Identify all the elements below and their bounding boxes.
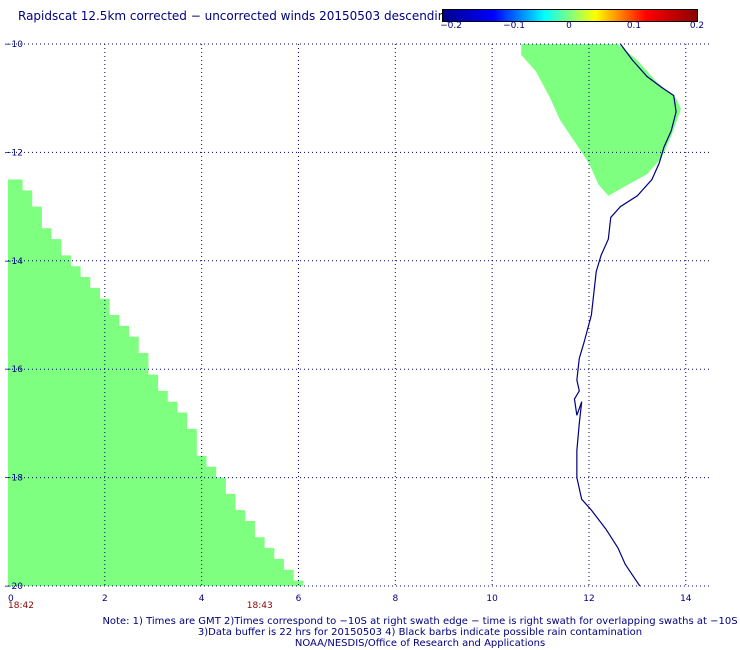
y-tick-label: −10 bbox=[4, 40, 23, 50]
y-tick-label: −12 bbox=[4, 148, 23, 158]
x-tick-label: 12 bbox=[583, 594, 594, 604]
colorbar bbox=[442, 9, 698, 22]
colorbar-tick-label: 0.2 bbox=[689, 21, 705, 31]
note-line-3: NOAA/NESDIS/Office of Research and Appli… bbox=[294, 638, 546, 649]
y-tick-label: −18 bbox=[4, 474, 23, 484]
note-line-2: 3)Data buffer is 22 hrs for 20150503 4) … bbox=[197, 627, 643, 638]
x-tick-label: 4 bbox=[199, 594, 205, 604]
map-title: Rapidscat 12.5km corrected − uncorrected… bbox=[18, 9, 453, 23]
note-line-1: Note: 1) Times are GMT 2)Times correspon… bbox=[102, 616, 738, 627]
coastline-layer bbox=[573, 43, 677, 587]
right-swath bbox=[521, 44, 681, 196]
time-label: 18:43 bbox=[247, 601, 273, 611]
y-tick-label: −14 bbox=[4, 257, 23, 267]
x-tick-label: 14 bbox=[680, 594, 692, 604]
grid-layer bbox=[8, 43, 710, 587]
x-tick-label: 2 bbox=[102, 594, 108, 604]
y-tick-label: −16 bbox=[4, 365, 23, 375]
left-swath bbox=[8, 179, 323, 586]
time-label: 18:42 bbox=[8, 601, 34, 611]
y-tick-label: −20 bbox=[4, 582, 23, 592]
wind-swath-layer bbox=[8, 44, 681, 586]
coastline bbox=[573, 43, 677, 587]
x-tick-label: 8 bbox=[392, 594, 398, 604]
x-tick-label: 6 bbox=[296, 594, 302, 604]
colorbar-tick-label: −0.2 bbox=[440, 21, 462, 31]
colorbar-tick-label: −0.1 bbox=[503, 21, 525, 31]
colorbar-tick-label: 0 bbox=[566, 21, 572, 31]
axis-label-layer: 0 2 4 6 8 10 12 14 −10 −12 −14 −16 −18 −20 18:42 18:43 bbox=[4, 40, 692, 611]
x-tick-label: 0 bbox=[8, 594, 14, 604]
colorbar-tick-label: 0.1 bbox=[626, 21, 642, 31]
x-tick-label: 10 bbox=[486, 594, 498, 604]
